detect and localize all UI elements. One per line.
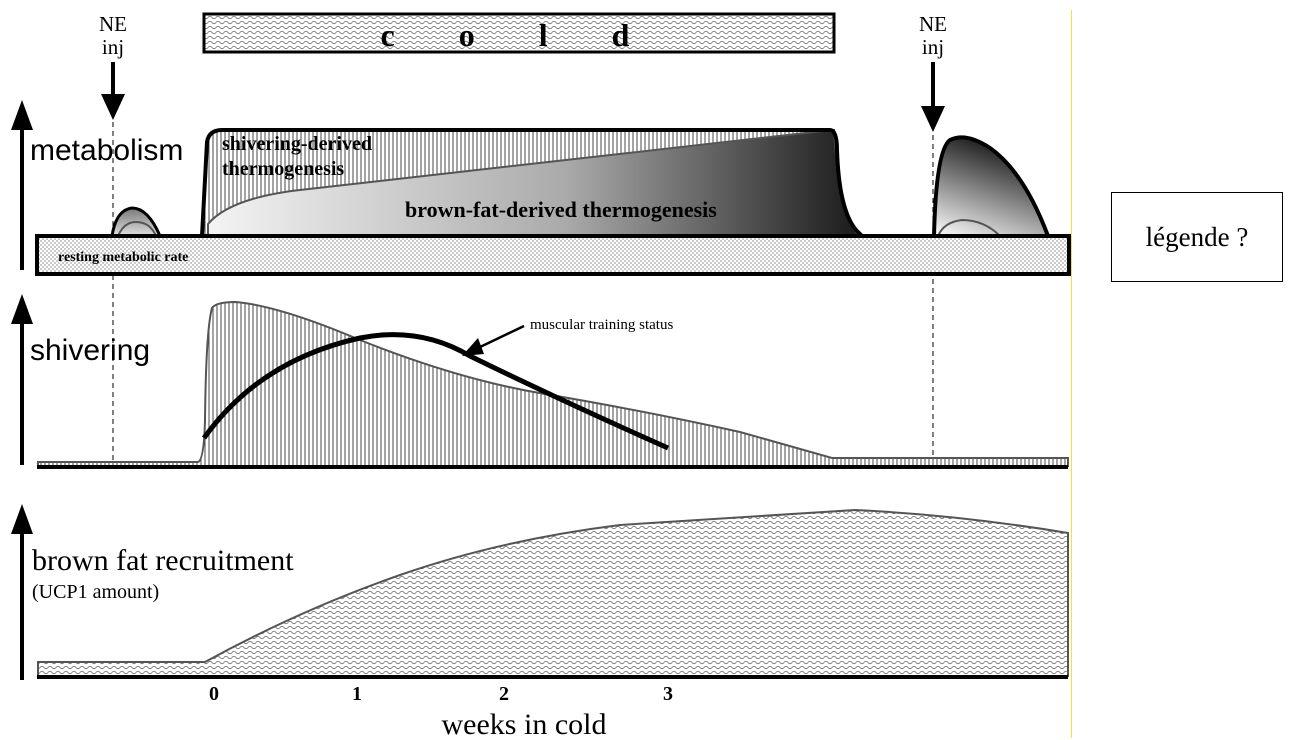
- brown-fat-sublabel: (UCP1 amount): [32, 581, 159, 603]
- x-tick-2: 2: [499, 683, 509, 705]
- cold-bar-label: c o l d: [381, 17, 658, 53]
- ne-right-arrow: [921, 62, 945, 132]
- shivering-y-axis-arrow: [11, 294, 33, 465]
- brown-fat-y-axis-arrow: [11, 504, 33, 680]
- cold-bar: [202, 12, 836, 54]
- legend-box: légende ?: [1111, 192, 1283, 282]
- ne-right-label-line2: inj: [922, 35, 944, 59]
- muscular-training-curve: [201, 332, 670, 451]
- ne-left-label-line1: NE: [99, 12, 127, 36]
- shivering-label: shivering: [30, 334, 150, 367]
- x-tick-3: 3: [663, 683, 673, 705]
- muscular-training-label: muscular training status: [530, 317, 673, 333]
- ne-right-metabolism-bump: [931, 135, 1051, 238]
- legend-text: légende ?: [1145, 221, 1249, 252]
- highlight-divider: [1071, 10, 1072, 738]
- metabolism-label: metabolism: [30, 134, 183, 167]
- shivering-curve-area: [37, 300, 1069, 467]
- shivering-derived-label-line2: thermogenesis: [222, 158, 344, 180]
- resting-metabolic-rate-label: resting metabolic rate: [58, 250, 188, 265]
- x-tick-1: 1: [352, 683, 362, 705]
- brown-fat-recruitment-area: [37, 508, 1069, 677]
- ne-right-label-line1: NE: [919, 12, 947, 36]
- cold-metabolism-outline: [200, 128, 864, 238]
- brown-fat-label: brown fat recruitment: [32, 544, 294, 577]
- x-tick-0: 0: [209, 683, 219, 705]
- ne-left-arrow: [101, 62, 125, 120]
- resting-metabolic-rate-bar: [35, 234, 1071, 276]
- metabolism-y-axis-arrow: [11, 100, 33, 270]
- brown-fat-derived-label: brown-fat-derived thermogenesis: [405, 197, 717, 222]
- shivering-derived-label-line1: shivering-derived: [222, 133, 372, 155]
- x-axis-label: weeks in cold: [442, 708, 607, 740]
- ne-left-label-line2: inj: [102, 35, 124, 59]
- muscular-training-pointer: [462, 324, 525, 356]
